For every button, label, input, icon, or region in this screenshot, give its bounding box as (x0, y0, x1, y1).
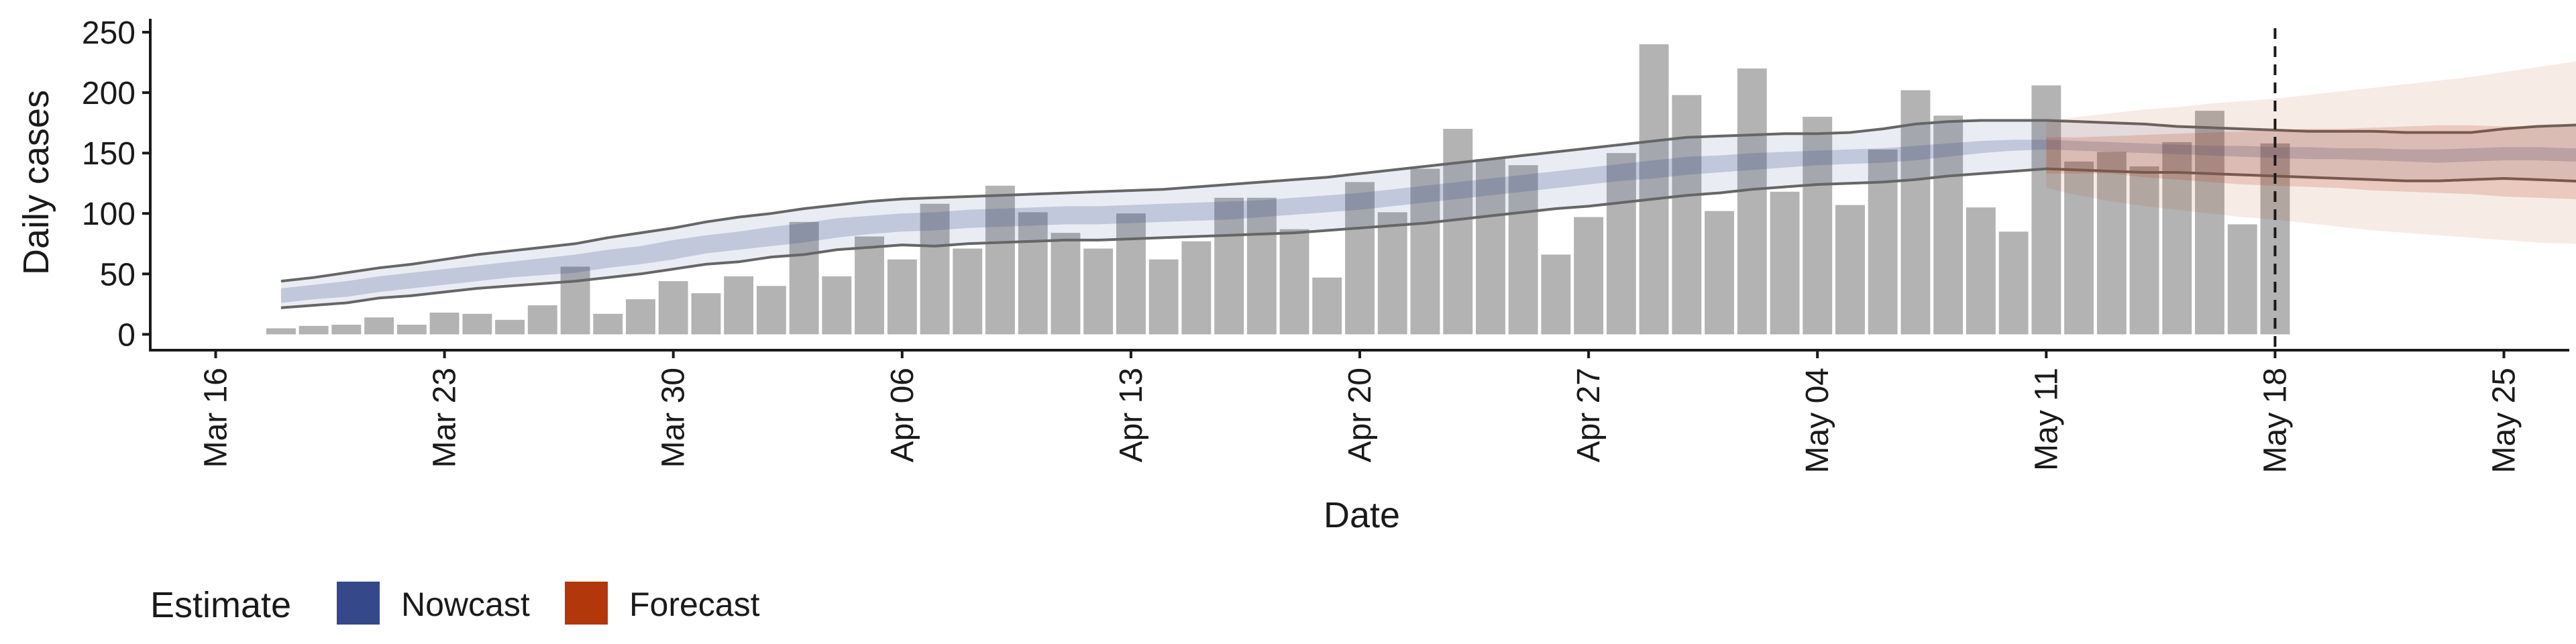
y-tick-label: 100 (82, 197, 136, 232)
bar (1018, 212, 1048, 335)
bar (1345, 182, 1375, 335)
bar (1279, 229, 1309, 335)
bar (789, 221, 819, 335)
x-tick-label: May 18 (2257, 368, 2293, 473)
bar (1083, 248, 1114, 335)
bar (1933, 115, 1964, 335)
y-tick-label: 200 (82, 76, 136, 111)
legend-swatch-forecast (565, 582, 608, 625)
bar (724, 276, 754, 335)
bar (1181, 241, 1212, 335)
bar (462, 313, 492, 335)
bar (429, 313, 460, 335)
bar (1148, 259, 1179, 335)
bar (1606, 153, 1636, 335)
nowcast-outer-band (280, 120, 2576, 308)
bar (920, 203, 950, 335)
x-tick-label: May 04 (1800, 368, 1835, 473)
x-tick-label: Apr 27 (1571, 368, 1607, 462)
bar (364, 317, 394, 335)
y-axis-label: Daily cases (16, 90, 56, 275)
bar (266, 328, 296, 335)
bar (299, 325, 329, 335)
y-tick-label: 150 (82, 136, 136, 172)
bar (1476, 159, 1505, 335)
bar (1246, 197, 1277, 335)
bar (1443, 129, 1473, 335)
bar (1705, 211, 1734, 335)
legend: Estimate Nowcast Forecast (150, 582, 760, 625)
nowcast-inner-band (280, 140, 2576, 303)
bands-layer (280, 61, 2576, 309)
x-tick-label: Apr 06 (885, 368, 920, 462)
legend-swatch-nowcast (337, 582, 380, 625)
bar (2195, 111, 2224, 335)
bar (593, 313, 623, 335)
legend-label-nowcast: Nowcast (401, 586, 530, 623)
bars-layer (266, 44, 2290, 335)
legend-title: Estimate (150, 585, 291, 625)
bar (2227, 224, 2257, 335)
bar (1410, 168, 1440, 335)
bar (985, 185, 1015, 335)
bar (1900, 90, 1931, 335)
bar (1998, 231, 2029, 335)
forecast-outer-band (2046, 61, 2576, 244)
bar (2064, 161, 2094, 335)
bar (756, 286, 786, 335)
x-tick-label: Apr 20 (1342, 368, 1378, 462)
bar (1541, 254, 1571, 335)
axes-layer: 0 50 100 150 200 250 Mar 16 Mar 23 Mar 30 Apr 06 A… (82, 15, 2569, 473)
bar (1312, 277, 1342, 335)
legend-label-forecast: Forecast (629, 586, 760, 623)
bar (1116, 213, 1146, 335)
bar (1574, 217, 1604, 335)
bar (953, 248, 983, 335)
bar (1214, 197, 1244, 335)
bar (331, 325, 362, 335)
bar (1737, 68, 1767, 335)
bar (691, 293, 721, 335)
bar (822, 276, 852, 335)
x-tick-label: Mar 30 (656, 368, 692, 468)
bar (2031, 85, 2061, 335)
x-tick-label: May 11 (2029, 368, 2064, 471)
bar (1803, 117, 1833, 335)
y-tick-label: 0 (117, 317, 136, 353)
nowcast-lower-line (280, 167, 2576, 309)
bar (2162, 142, 2192, 335)
bar (1377, 212, 1407, 335)
bar (658, 281, 688, 335)
bar (1672, 95, 1702, 335)
bar (1639, 44, 1669, 335)
x-tick-label: Apr 13 (1114, 368, 1149, 462)
bar (1966, 207, 1996, 335)
bar (1051, 233, 1081, 335)
bar (560, 266, 590, 335)
x-tick-label: Mar 23 (427, 368, 463, 468)
bar (495, 319, 525, 335)
forecast-inner-band (2046, 125, 2576, 199)
bar (527, 305, 557, 335)
bar (887, 259, 917, 335)
x-tick-label: Mar 16 (199, 368, 234, 468)
bar (2129, 166, 2159, 335)
bar (1835, 205, 1865, 335)
y-tick-label: 250 (82, 15, 136, 51)
bar (855, 236, 884, 335)
x-tick-label: May 25 (2487, 368, 2522, 473)
bar (1508, 165, 1538, 335)
nowcast-upper-line (280, 119, 2576, 283)
bar (396, 325, 427, 335)
bar (626, 299, 655, 335)
bar (1770, 191, 1800, 335)
y-tick-label: 50 (100, 257, 136, 292)
bar (2096, 152, 2127, 335)
x-axis-label: Date (1324, 495, 1400, 535)
